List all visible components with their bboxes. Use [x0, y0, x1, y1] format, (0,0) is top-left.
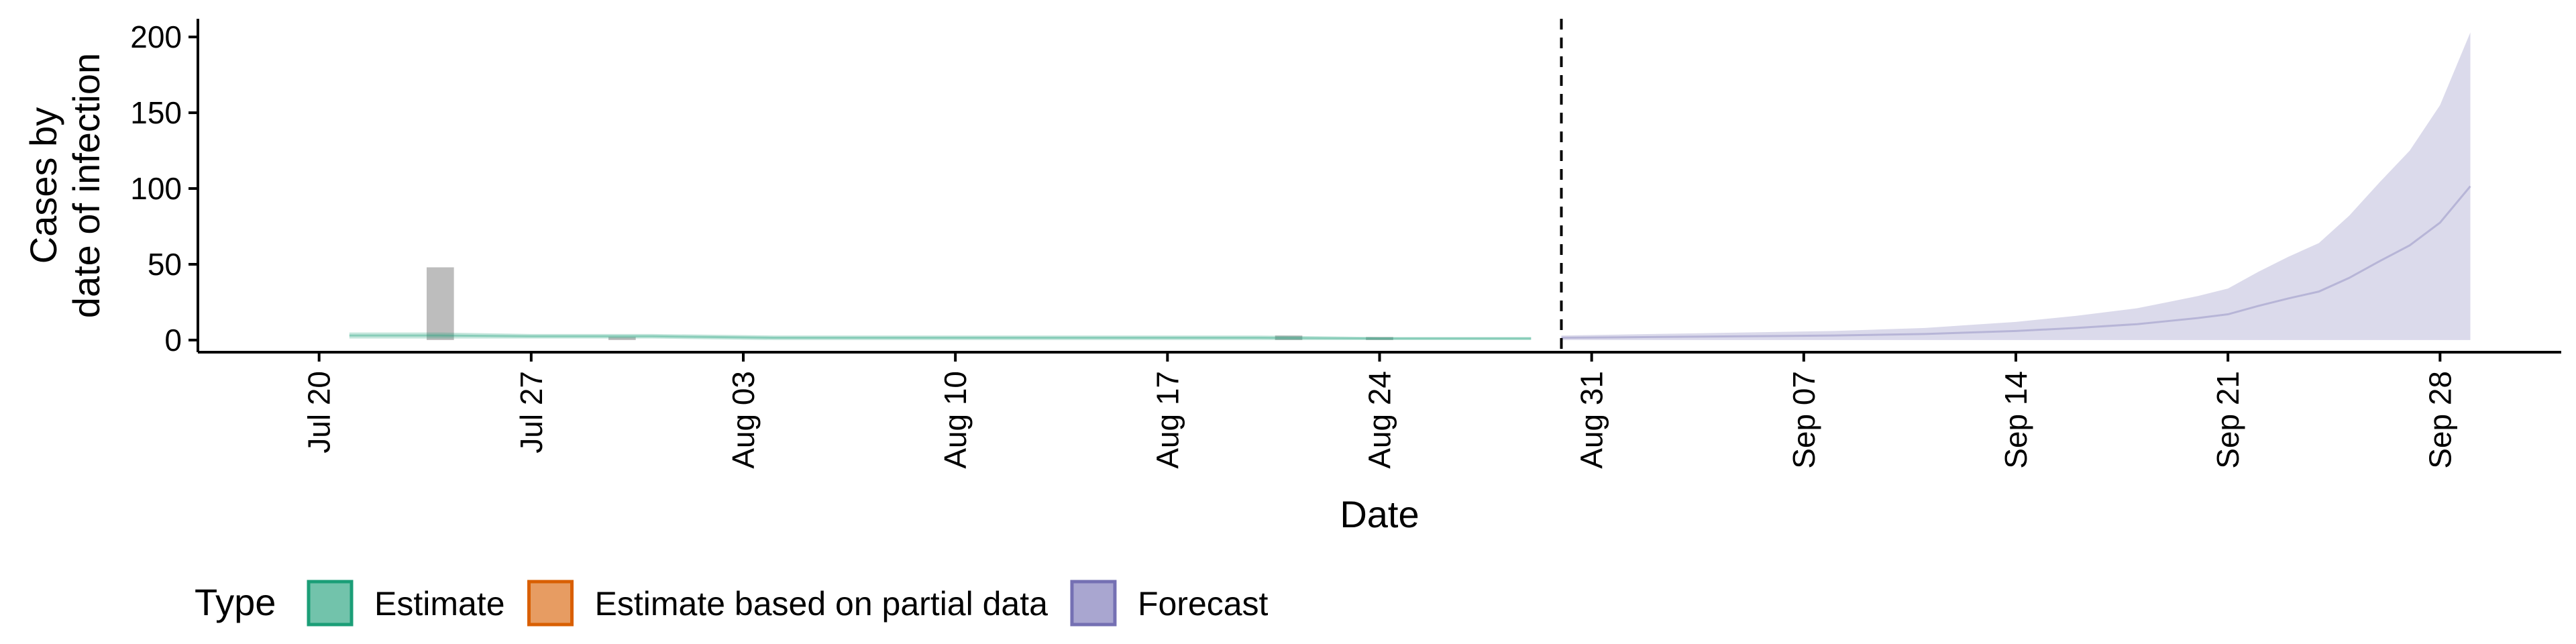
legend-label-1: Estimate based on partial data: [595, 585, 1049, 623]
forecast-band-layer: [1561, 32, 2471, 340]
legend-swatch-0: [307, 580, 354, 627]
estimate-band-median: [349, 334, 1532, 340]
legend-swatch-1: [527, 580, 574, 627]
x-tick-label: Sep 07: [1786, 371, 1821, 469]
y-tick-label: 0: [164, 323, 182, 358]
forecast-band: [1561, 32, 2471, 340]
reported-cases-bar-0: [427, 267, 454, 340]
y-axis-ticks: 0 50 100 150 200: [130, 19, 198, 358]
estimate-band-layer: [349, 332, 1532, 340]
legend: Type Estimate Estimate based on partial d…: [195, 580, 1269, 627]
x-tick-label: Aug 31: [1574, 371, 1609, 469]
estimate-band: [349, 332, 1532, 340]
x-tick-label: Sep 14: [1998, 371, 2033, 469]
y-tick-label: 150: [130, 95, 182, 130]
reported-cases-bars: [427, 267, 1393, 340]
x-tick-label: Aug 10: [938, 371, 973, 469]
x-tick-label: Jul 27: [514, 371, 549, 453]
legend-label-2: Forecast: [1138, 585, 1269, 623]
x-axis-title: Date: [1340, 493, 1419, 535]
forecast-band-median: [1561, 185, 2471, 339]
y-axis-title: Cases bydate of infection: [22, 53, 107, 318]
y-tick-label: 200: [130, 19, 182, 54]
x-tick-label: Aug 17: [1150, 371, 1185, 469]
x-axis-ticks: Jul 20 Jul 27 Aug 03 Aug 10 Aug 17 Aug 24 Aug …: [302, 352, 2457, 469]
legend-swatch-2: [1070, 580, 1117, 627]
legend-items: Estimate Estimate based on partial data Fo…: [307, 580, 1269, 627]
x-tick-label: Aug 24: [1362, 371, 1397, 469]
x-tick-label: Sep 28: [2422, 371, 2457, 469]
x-tick-label: Jul 20: [302, 371, 337, 453]
axes: 0 50 100 150 200 Jul 20 Jul 27 Aug 03 Aug 10 Aug…: [130, 19, 2561, 469]
x-tick-label: Aug 03: [726, 371, 761, 469]
y-tick-label: 100: [130, 171, 182, 206]
y-axis-title-line: Cases by: [22, 107, 64, 264]
legend-label-0: Estimate: [374, 585, 505, 623]
reported-cases-bar-1: [608, 337, 636, 340]
x-tick-label: Sep 21: [2210, 371, 2245, 469]
plot-panel: [349, 19, 2471, 352]
reported-cases-bar-3: [1366, 337, 1393, 340]
y-axis-title-line: date of infection: [65, 53, 107, 318]
reported-cases-bar-2: [1275, 335, 1303, 340]
y-tick-label: 50: [148, 247, 182, 282]
legend-title: Type: [195, 581, 276, 623]
